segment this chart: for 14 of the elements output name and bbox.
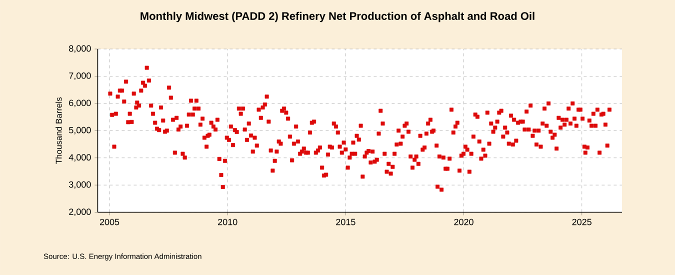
x-tick-label: 2020 bbox=[454, 218, 474, 226]
y-tick-label: 5,000 bbox=[69, 126, 91, 134]
y-tick-label: 6,000 bbox=[69, 100, 91, 108]
x-tick-label: 2010 bbox=[218, 218, 238, 226]
x-tick-label: 2025 bbox=[572, 218, 592, 226]
y-tick-label: 7,000 bbox=[69, 72, 91, 80]
x-tick-label: 2015 bbox=[336, 218, 356, 226]
y-tick-label: 8,000 bbox=[69, 45, 91, 53]
y-axis-title: Thousand Barrels bbox=[56, 97, 62, 164]
y-tick-label: 4,000 bbox=[68, 154, 91, 162]
y-tick-label: 2,000 bbox=[69, 208, 91, 216]
y-tick-label: 3,000 bbox=[69, 181, 91, 189]
x-tick-label: 2005 bbox=[100, 218, 120, 226]
chart-title: Monthly Midwest (PADD 2) Refinery Net Production of Asphalt and Road Oil bbox=[140, 12, 534, 22]
